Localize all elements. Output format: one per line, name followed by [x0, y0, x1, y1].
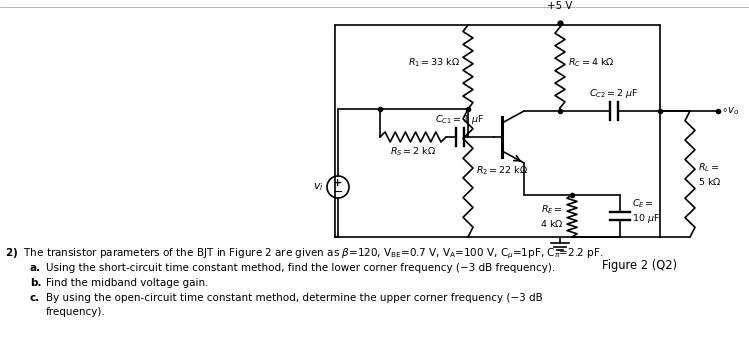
Text: frequency).: frequency). [46, 307, 106, 317]
Text: −: − [333, 186, 343, 198]
Text: $C_{C2}=2\ \mu\mathrm{F}$: $C_{C2}=2\ \mu\mathrm{F}$ [589, 87, 639, 100]
Text: $v_i$: $v_i$ [314, 181, 324, 193]
Text: $R_L=$
$5\ \mathrm{k\Omega}$: $R_L=$ $5\ \mathrm{k\Omega}$ [698, 162, 721, 187]
Text: Using the short-circuit time constant method, find the lower corner frequency (−: Using the short-circuit time constant me… [46, 263, 555, 273]
Text: $C_E=$
$10\ \mu\mathrm{F}$: $C_E=$ $10\ \mu\mathrm{F}$ [632, 197, 660, 225]
Text: $R_S=2\ \mathrm{k\Omega}$: $R_S=2\ \mathrm{k\Omega}$ [390, 146, 436, 158]
Text: +5 V: +5 V [548, 1, 573, 11]
Text: $\mathbf{2)}$  The transistor parameters of the BJT in Figure 2 are given as $\b: $\mathbf{2)}$ The transistor parameters … [5, 247, 604, 261]
Text: a.: a. [30, 263, 41, 273]
Text: $R_C=4\ \mathrm{k\Omega}$: $R_C=4\ \mathrm{k\Omega}$ [568, 56, 615, 69]
Text: By using the open-circuit time constant method, determine the upper corner frequ: By using the open-circuit time constant … [46, 293, 543, 303]
Text: $\circ v_o$: $\circ v_o$ [721, 105, 739, 117]
Text: $R_1=33\ \mathrm{k\Omega}$: $R_1=33\ \mathrm{k\Omega}$ [407, 57, 460, 69]
Text: Find the midband voltage gain.: Find the midband voltage gain. [46, 278, 208, 288]
Text: $C_{C1}=1\ \mu\mathrm{F}$: $C_{C1}=1\ \mu\mathrm{F}$ [435, 113, 485, 126]
Text: c.: c. [30, 293, 40, 303]
Text: b.: b. [30, 278, 41, 288]
Text: Figure 2 (Q2): Figure 2 (Q2) [602, 259, 678, 272]
Text: +: + [333, 178, 342, 187]
Text: $R_E=$
$4\ \mathrm{k\Omega}$: $R_E=$ $4\ \mathrm{k\Omega}$ [539, 203, 563, 229]
Text: $R_2=22\ \mathrm{k\Omega}$: $R_2=22\ \mathrm{k\Omega}$ [476, 165, 528, 177]
